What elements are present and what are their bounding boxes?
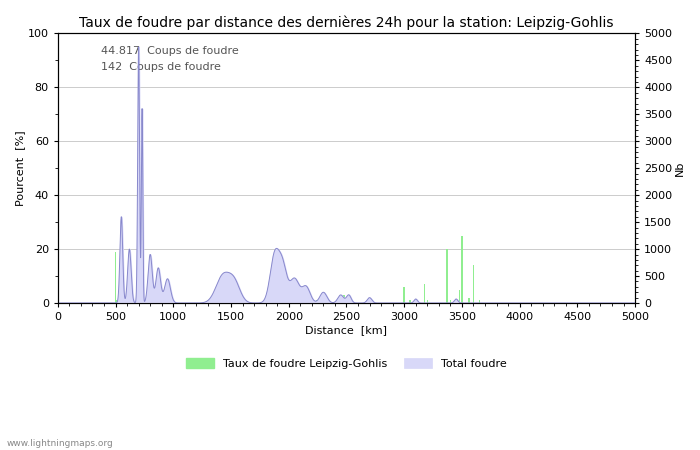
Text: www.lightningmaps.org: www.lightningmaps.org [7,439,113,448]
Text: 44.817  Coups de foudre: 44.817 Coups de foudre [101,45,239,56]
Bar [446,249,447,303]
Bar [144,297,145,303]
Bar [311,297,312,303]
Bar [344,295,345,303]
Bar [348,300,349,303]
Legend: Taux de foudre Leipzig-Gohlis, Total foudre: Taux de foudre Leipzig-Gohlis, Total fou… [182,353,511,373]
Y-axis label: Pourcent  [%]: Pourcent [%] [15,130,25,206]
Bar [116,300,118,303]
Bar [115,252,116,303]
Title: Taux de foudre par distance des dernières 24h pour la station: Leipzig-Gohlis: Taux de foudre par distance des dernière… [79,15,614,30]
Y-axis label: Nb: Nb [675,161,685,176]
Bar [461,236,463,303]
Bar [479,300,480,303]
Bar [459,289,461,303]
Bar [145,300,146,303]
Bar [426,300,428,303]
Bar [449,300,451,303]
Bar [424,284,425,303]
Bar [468,297,470,303]
Text: 142  Coups de foudre: 142 Coups de foudre [101,62,221,72]
Bar [403,287,405,303]
Bar [473,266,474,303]
Bar [316,300,317,303]
X-axis label: Distance  [km]: Distance [km] [305,325,387,335]
Bar [410,300,411,303]
